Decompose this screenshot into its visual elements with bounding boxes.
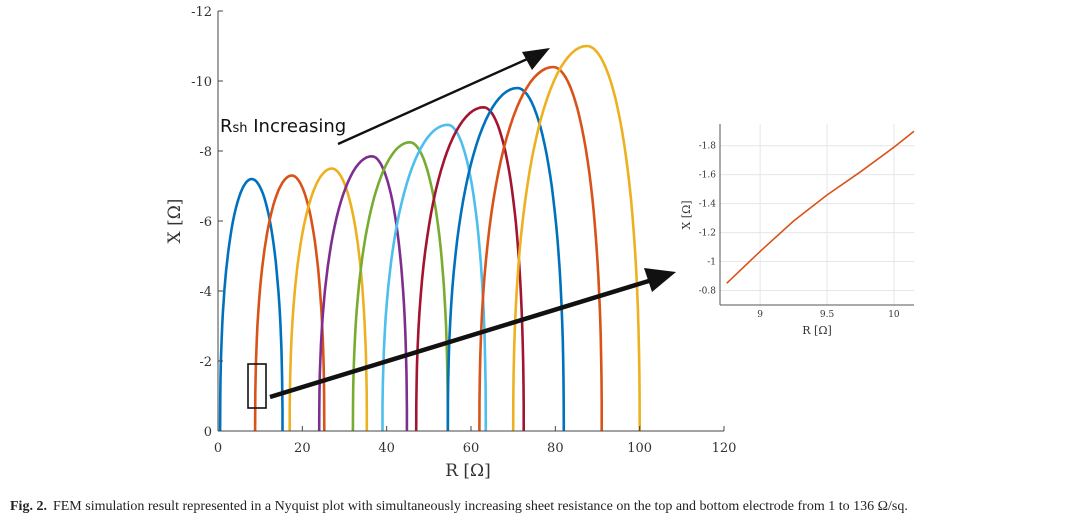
series-inset-curve xyxy=(726,130,915,284)
x-tick-label: 0 xyxy=(214,441,222,456)
inset-y-tick-label: -1 xyxy=(707,258,716,268)
x-tick-label: 60 xyxy=(463,441,480,456)
series-curve-2 xyxy=(253,174,326,432)
inset-y-tick-label: -1.4 xyxy=(699,200,717,210)
x-tick-label: 120 xyxy=(712,441,737,456)
x-tick-label: 80 xyxy=(547,441,564,456)
inset-grid xyxy=(720,124,914,305)
upper-arrow-shaft xyxy=(337,54,535,146)
inset-y-tick-label: -1.2 xyxy=(699,229,716,239)
y-tick-label: -6 xyxy=(199,215,212,230)
series-curve-9 xyxy=(478,65,604,432)
x-axis-label: R [Ω] xyxy=(445,461,491,481)
x-tick-label: 100 xyxy=(627,441,652,456)
x-tick-label: 20 xyxy=(294,441,311,456)
inset-x-tick-label: 10 xyxy=(888,310,900,320)
inset-ticks: 9 9.5 10 -0.8 -1 -1.2 -1.4 -1.6 -1.8 xyxy=(699,142,900,320)
annotation-prefix: R xyxy=(220,116,233,137)
inset-y-tick-label: -1.8 xyxy=(699,142,717,152)
inset-y-tick-label: -1.6 xyxy=(699,171,717,181)
series-curve-10 xyxy=(511,44,642,432)
y-tick-label: -8 xyxy=(199,145,212,160)
main-ticks: 0 20 40 60 80 100 120 0 -2 -4 -6 -8 -10 -12 xyxy=(191,5,736,456)
zoom-box xyxy=(247,363,267,409)
series-curve-1 xyxy=(218,177,284,432)
inset-x-tick-label: 9.5 xyxy=(820,310,835,320)
inset-chart: 9 9.5 10 -0.8 -1 -1.2 -1.4 -1.6 -1.8 R [Ω] X [Ω] xyxy=(680,124,915,337)
upper-arrowhead xyxy=(522,48,550,70)
x-tick-label: 40 xyxy=(378,441,395,456)
inset-y-axis-label: X [Ω] xyxy=(680,200,693,229)
y-tick-label: -10 xyxy=(191,75,212,90)
lower-arrow-shaft xyxy=(269,277,653,400)
series-curve-3 xyxy=(288,167,369,431)
annotation-subscript: sh xyxy=(233,121,248,136)
inset-axes xyxy=(719,124,914,306)
annotation-text: Increasing xyxy=(248,116,347,137)
inset-x-axis-label: R [Ω] xyxy=(802,324,831,337)
series-curve-8 xyxy=(446,86,566,432)
inset-y-tick-label: -0.8 xyxy=(699,287,717,297)
caption-text: FEM simulation result represented in a N… xyxy=(52,499,908,514)
series-curve-6 xyxy=(381,123,488,432)
inset-curves xyxy=(726,130,915,284)
y-tick-label: -2 xyxy=(199,355,212,370)
inset-x-tick-label: 9 xyxy=(757,310,763,320)
y-tick-label: -12 xyxy=(191,5,212,20)
figure-caption: Fig. 2. FEM simulation result represented… xyxy=(10,499,1075,515)
main-curves xyxy=(218,44,642,432)
series-curve-4 xyxy=(317,155,409,432)
lower-arrowhead xyxy=(644,268,676,292)
y-tick-label: 0 xyxy=(204,425,212,440)
y-tick-label: -4 xyxy=(199,285,212,300)
y-axis-label: X [Ω] xyxy=(165,199,185,244)
annotation-rsh-increasing: Rsh Increasing xyxy=(220,116,346,137)
series-curve-5 xyxy=(351,141,450,432)
caption-label: Fig. 2. xyxy=(10,499,47,514)
inset-background xyxy=(720,124,914,305)
nyquist-chart: 0 20 40 60 80 100 120 0 -2 -4 -6 -8 -10 -12 R [Ω] X [… xyxy=(165,5,736,481)
